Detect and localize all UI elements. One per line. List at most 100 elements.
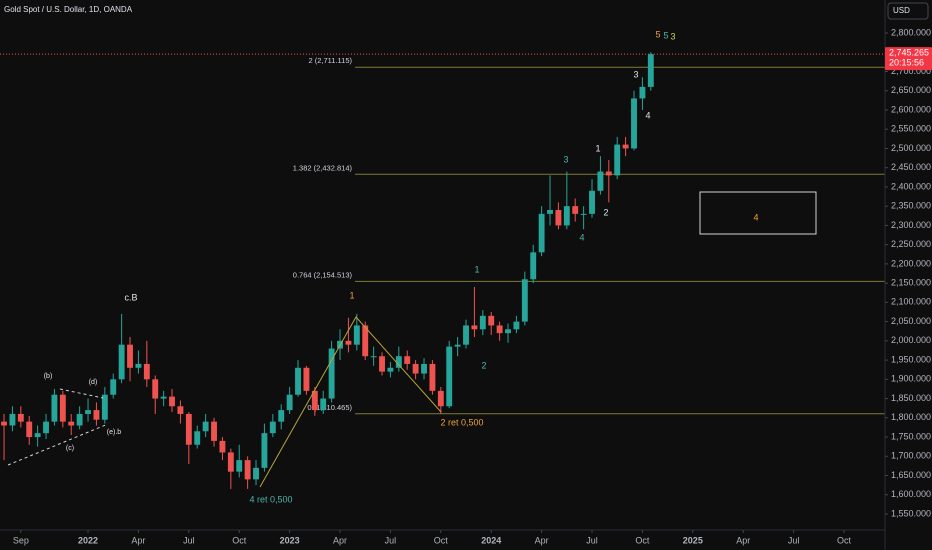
wave-label: (c) (66, 445, 74, 452)
candle-body (253, 467, 259, 480)
wave-label: 2 ret 0,500 (440, 417, 483, 427)
candle-body (202, 421, 209, 432)
y-tick-label: 2,000.000 (891, 335, 931, 345)
y-tick-label: 2,600.000 (891, 104, 931, 114)
x-tick-label: Apr (333, 535, 347, 545)
y-tick-label: 2,200.000 (891, 258, 931, 268)
y-tick-label: 2,800.000 (891, 27, 931, 37)
candle-body (269, 421, 276, 434)
x-tick-label: Oct (232, 535, 247, 545)
wave-label: 4 ret 0,500 (249, 494, 292, 504)
candle-body (152, 379, 159, 399)
wave-label: 1 (474, 264, 479, 274)
candle-body (404, 356, 411, 364)
target-box (699, 191, 817, 235)
y-tick-label: 1,600.000 (891, 489, 931, 499)
x-tick-label: Oct (837, 535, 852, 545)
candle-body (169, 396, 175, 407)
currency-label[interactable]: USD (893, 6, 910, 15)
candle-body (488, 315, 495, 326)
x-tick-label: Oct (434, 535, 449, 545)
candle-body (278, 410, 285, 422)
chart-title: Gold Spot / U.S. Dollar, 1D, OANDA (4, 5, 133, 14)
y-tick-label: 2,350.000 (891, 201, 931, 211)
candle-body (589, 190, 595, 214)
candle-body (362, 325, 369, 357)
last-price-box (885, 47, 932, 71)
candle-body (76, 413, 83, 426)
last-price-label: 2,745.265 (889, 47, 929, 57)
candle-body (110, 379, 117, 395)
price-axis: 1,550.000 1,600.000 1,650.000 1,700.000 1,75… (885, 27, 931, 518)
candle-body (479, 315, 486, 330)
candle-body (59, 394, 66, 422)
wave-label: (d) (89, 379, 98, 386)
candle-body (219, 440, 226, 453)
candle-body (505, 329, 511, 334)
candle-body (118, 344, 125, 380)
fib-level-label: 1.382 (2,432.814) (293, 163, 353, 172)
candle-body (26, 421, 33, 438)
y-tick-label: 1,900.000 (891, 374, 931, 384)
y-tick-label: 1,650.000 (891, 470, 931, 480)
y-tick-label: 2,050.000 (891, 316, 931, 326)
candle-body (34, 433, 41, 438)
candle-body (555, 210, 562, 226)
y-tick-label: 2,400.000 (891, 181, 931, 191)
candle-body (421, 363, 427, 374)
triangle-line (59, 388, 104, 399)
wave-label: 5 (655, 29, 660, 39)
y-tick-label: 1,950.000 (891, 354, 931, 364)
candle-body (614, 144, 621, 176)
candle-body (93, 410, 100, 420)
candle-body (261, 433, 268, 468)
candle-body (379, 356, 385, 372)
x-tick-label: 2023 (280, 535, 300, 545)
candle-body (353, 325, 360, 345)
y-tick-label: 1,800.000 (891, 412, 931, 422)
y-tick-label: 2,150.000 (891, 277, 931, 287)
candle-body (211, 421, 217, 441)
candle-body (631, 98, 637, 149)
y-tick-label: 2,100.000 (891, 297, 931, 307)
countdown-label: 20:15:56 (889, 57, 924, 67)
candle-body (185, 413, 192, 445)
wave-line (259, 316, 442, 488)
candle-body (143, 363, 150, 380)
candle-body (244, 460, 251, 480)
x-tick-label: Jul (586, 535, 598, 545)
y-tick-label: 1,550.000 (891, 508, 931, 518)
y-tick-label: 2,500.000 (891, 143, 931, 153)
wave-label: 3 (633, 69, 638, 79)
wave-label: 2 (481, 360, 486, 370)
candle-body (127, 344, 133, 368)
candle-body (647, 54, 654, 87)
x-tick-label: Oct (635, 535, 650, 545)
candle-body (320, 398, 327, 411)
candle-body (496, 325, 503, 334)
y-tick-label: 2,550.000 (891, 124, 931, 134)
candle-body (446, 346, 453, 407)
fib-level-label: 0 (1,810.465) (307, 403, 352, 412)
y-tick-label: 2,250.000 (891, 239, 931, 249)
candle-body (43, 421, 49, 434)
x-tick-label: Apr (535, 535, 549, 545)
candle-body (463, 325, 469, 345)
candle-body (572, 206, 579, 214)
wave-label: 4 (579, 232, 584, 242)
candle-body (85, 410, 91, 414)
candle-body (177, 406, 184, 414)
candle-body (513, 321, 520, 330)
candle-body (135, 363, 142, 368)
candle-body (530, 252, 537, 280)
candle-body (580, 213, 587, 215)
candle-body (454, 344, 461, 347)
candle-body (387, 367, 394, 372)
x-tick-label: Jul (385, 535, 397, 545)
wave-label: 2 (603, 207, 608, 217)
wave-label: (b) (44, 373, 53, 380)
candle-body (597, 171, 604, 191)
currency-button[interactable] (887, 2, 929, 20)
wave-label: (e).b (107, 429, 122, 436)
